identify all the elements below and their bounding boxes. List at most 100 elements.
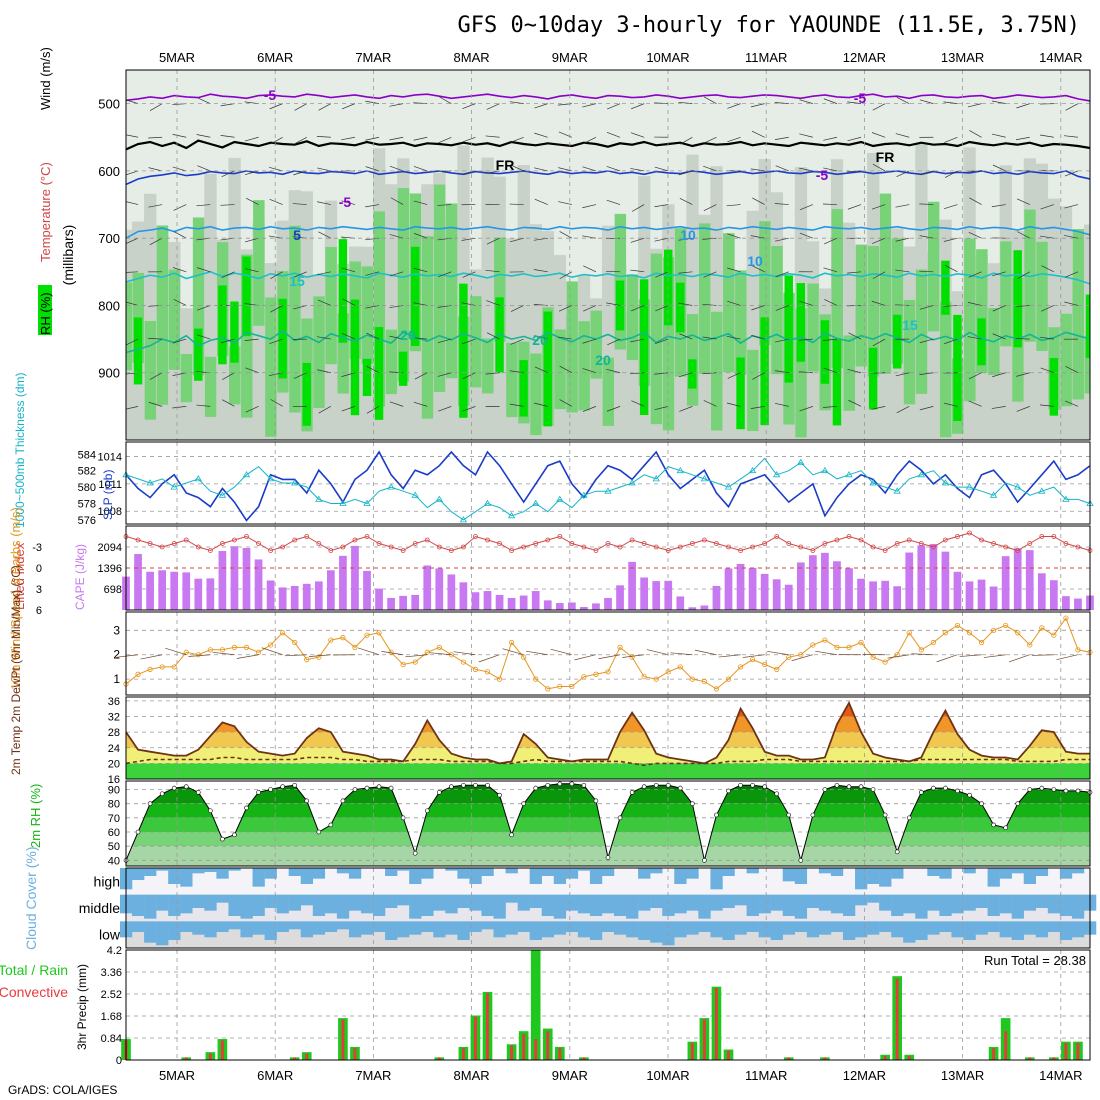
wind-barb <box>294 136 307 145</box>
rh-band-high <box>892 314 902 369</box>
rh-band-light <box>385 184 398 440</box>
cloud-bar-middle <box>360 894 374 914</box>
isotherm-label: -5 <box>854 90 867 106</box>
isotherm-label: 20 <box>532 332 548 348</box>
rh-band-mid <box>747 349 759 432</box>
lifted-index-marker <box>894 541 900 546</box>
rh-2m-marker <box>822 787 828 792</box>
wind-barb <box>389 103 404 107</box>
cloud-bar-high <box>481 868 494 876</box>
rh-2m-marker <box>135 829 141 835</box>
wind-barb <box>534 103 548 109</box>
rh-2m-marker <box>1039 785 1045 791</box>
cape-bar <box>411 594 420 610</box>
cloud-level-label: low <box>99 927 121 943</box>
lifted-index-marker <box>1063 541 1069 546</box>
precip-frame <box>125 949 1091 1061</box>
wind-speed-marker <box>725 676 732 682</box>
lifted-index-marker <box>256 541 261 546</box>
wind-barb <box>365 100 380 104</box>
wind-speed-marker <box>701 678 708 685</box>
rh-band-mid <box>903 299 916 405</box>
wind-barb <box>220 135 235 138</box>
cloud-bar-high <box>529 868 542 884</box>
thickness-marker <box>748 466 757 474</box>
lifted-index-marker <box>1003 544 1009 550</box>
cloud-bar-high <box>156 868 169 871</box>
wind-barb-10m <box>405 654 428 658</box>
cloud-bar-high <box>855 868 868 890</box>
wind-speed-marker <box>834 644 840 650</box>
upper-air-y-axis-label: (millibars) <box>60 225 76 286</box>
cloud-bar-high <box>192 868 205 874</box>
rh-band-high <box>374 327 384 420</box>
precip-y-tick: 0 <box>116 1055 122 1067</box>
cloud-bar-low <box>529 921 542 940</box>
wind-barb <box>534 167 548 172</box>
wind-barb <box>848 332 862 340</box>
wind-speed-marker <box>762 661 768 668</box>
wind-speed-marker <box>569 683 575 690</box>
cape-bar <box>242 548 251 610</box>
wind-barb <box>509 403 524 407</box>
wind-barb <box>655 271 669 278</box>
rh-2m-marker <box>677 785 683 791</box>
wind-barb <box>679 197 693 205</box>
rh-y-tick: 50 <box>108 841 120 853</box>
cloud-bar-middle <box>710 894 723 911</box>
thickness-marker <box>628 479 636 486</box>
wind-barb <box>1015 305 1030 308</box>
cloud-bar-low <box>626 921 639 938</box>
cloud-bar-high <box>421 868 434 879</box>
thickness-marker <box>315 495 323 502</box>
cape-bar <box>917 545 926 610</box>
cloud-bar-low <box>481 921 494 930</box>
wind-barb <box>244 170 259 176</box>
rh-band-high <box>519 360 528 417</box>
day-label-top: 8MAR <box>454 50 490 65</box>
cape-bar <box>375 588 383 610</box>
upper-air-plot <box>126 93 1090 440</box>
rh-band-mid <box>602 357 615 426</box>
cloud-bar-high <box>674 868 687 884</box>
wind-barb <box>437 204 452 206</box>
cloud-bar-middle <box>264 894 277 908</box>
rh-band-mid <box>1072 229 1084 400</box>
wind-barb <box>462 136 476 143</box>
rh-band-mid <box>735 270 747 375</box>
cape-bar <box>965 581 974 610</box>
thickness-marker <box>893 487 901 494</box>
rh-2m-marker <box>473 782 478 788</box>
wind-barb <box>245 197 259 205</box>
day-label-bottom: 11MAR <box>745 1068 787 1083</box>
wind-barb <box>1015 338 1030 340</box>
wind-barb <box>534 335 548 340</box>
wind-barb <box>823 167 838 172</box>
cape-bar <box>821 552 829 610</box>
wind-barb <box>992 164 1006 172</box>
cape-bar <box>1025 550 1034 610</box>
wind-barb <box>678 170 693 176</box>
slp-axis-label: SLP (mb) <box>101 470 115 520</box>
wind-barb <box>317 271 331 276</box>
wind-barb <box>680 136 693 145</box>
rh-2m-marker <box>786 812 792 818</box>
lifted-index-marker <box>581 544 587 550</box>
wind-barb <box>872 271 886 279</box>
cape-bar <box>640 577 649 610</box>
wind-speed-marker <box>424 649 430 655</box>
wind-barb <box>462 271 476 278</box>
cloud-bar-low <box>505 921 518 935</box>
wind-barb <box>1065 103 1079 111</box>
rh-2m-marker <box>497 792 502 798</box>
cloud-bar-high <box>987 868 1000 887</box>
lifted-index-marker <box>448 548 454 553</box>
thickness-marker <box>700 475 709 482</box>
rh-band-mid <box>385 329 398 395</box>
cloud-bar-middle <box>493 894 506 919</box>
wind-barb <box>485 135 500 138</box>
wind-barb <box>1064 271 1079 278</box>
rh-legend-swatch <box>38 285 52 335</box>
rh-2m-marker <box>412 850 418 856</box>
rh-2m-marker <box>509 832 514 838</box>
